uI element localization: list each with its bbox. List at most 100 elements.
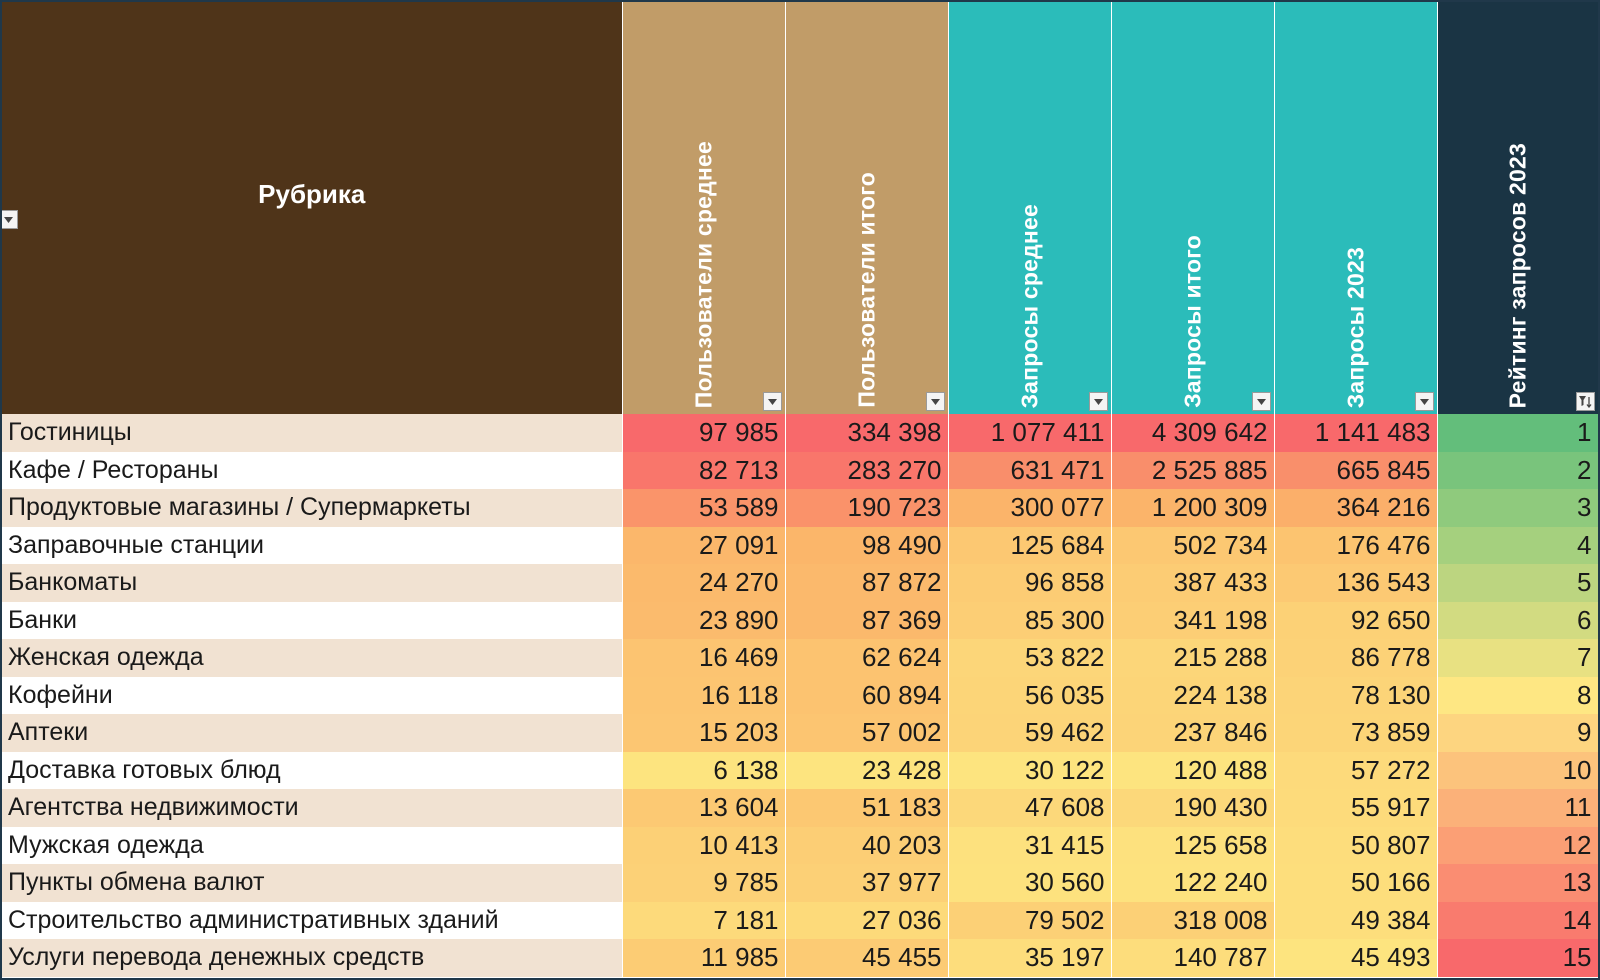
cell-req-avg[interactable]: 96 858: [948, 564, 1112, 602]
cell-req-total[interactable]: 215 288: [1111, 639, 1275, 677]
cell-req-avg[interactable]: 631 471: [948, 451, 1112, 489]
table-row[interactable]: Аптеки 15 203 57 002 59 462 237 846 73 859 9: [2, 714, 1598, 752]
cell-users-total[interactable]: 62 624: [785, 639, 949, 677]
cell-users-avg[interactable]: 7 181: [622, 901, 786, 939]
cell-users-avg[interactable]: 27 091: [622, 526, 786, 564]
cell-req-2023[interactable]: 50 807: [1274, 826, 1438, 864]
cell-rubric[interactable]: Аптеки: [2, 714, 623, 752]
cell-req-avg[interactable]: 56 035: [948, 676, 1112, 714]
cell-rank[interactable]: 1: [1437, 414, 1598, 452]
cell-req-total[interactable]: 2 525 885: [1111, 451, 1275, 489]
cell-req-2023[interactable]: 78 130: [1274, 676, 1438, 714]
cell-users-total[interactable]: 98 490: [785, 526, 949, 564]
cell-users-total[interactable]: 190 723: [785, 489, 949, 527]
cell-users-avg[interactable]: 82 713: [622, 451, 786, 489]
table-row[interactable]: Банкоматы 24 270 87 872 96 858 387 433 136 54…: [2, 564, 1598, 602]
table-row[interactable]: Заправочные станции 27 091 98 490 125 684 50…: [2, 526, 1598, 564]
cell-req-avg[interactable]: 47 608: [948, 789, 1112, 827]
cell-req-2023[interactable]: 49 384: [1274, 901, 1438, 939]
table-row[interactable]: Банки 23 890 87 369 85 300 341 198 92 650 6: [2, 601, 1598, 639]
filter-dropdown-button[interactable]: [1251, 392, 1271, 411]
cell-rubric[interactable]: Кафе / Рестораны: [2, 451, 623, 489]
cell-req-2023[interactable]: 665 845: [1274, 451, 1438, 489]
cell-users-total[interactable]: 37 977: [785, 864, 949, 902]
cell-req-total[interactable]: 140 787: [1111, 939, 1275, 977]
filter-sort-button[interactable]: [1575, 392, 1595, 411]
cell-req-2023[interactable]: 364 216: [1274, 489, 1438, 527]
cell-rank[interactable]: 6: [1437, 601, 1598, 639]
cell-req-2023[interactable]: 50 166: [1274, 864, 1438, 902]
table-row[interactable]: Кафе / Рестораны 82 713 283 270 631 471 2 52…: [2, 451, 1598, 489]
cell-rank[interactable]: 11: [1437, 789, 1598, 827]
cell-users-total[interactable]: 87 369: [785, 601, 949, 639]
cell-req-2023[interactable]: 1 141 483: [1274, 414, 1438, 452]
cell-req-avg[interactable]: 85 300: [948, 601, 1112, 639]
cell-rank[interactable]: 3: [1437, 489, 1598, 527]
cell-req-total[interactable]: 120 488: [1111, 751, 1275, 789]
cell-rank[interactable]: 2: [1437, 451, 1598, 489]
cell-users-avg[interactable]: 9 785: [622, 864, 786, 902]
cell-rubric[interactable]: Доставка готовых блюд: [2, 751, 623, 789]
cell-req-total[interactable]: 387 433: [1111, 564, 1275, 602]
cell-req-avg[interactable]: 79 502: [948, 901, 1112, 939]
cell-rubric[interactable]: Пункты обмена валют: [2, 864, 623, 902]
cell-req-avg[interactable]: 1 077 411: [948, 414, 1112, 452]
cell-rank[interactable]: 10: [1437, 751, 1598, 789]
cell-users-avg[interactable]: 97 985: [622, 414, 786, 452]
cell-rank[interactable]: 12: [1437, 826, 1598, 864]
cell-users-total[interactable]: 87 872: [785, 564, 949, 602]
cell-rubric[interactable]: Женская одежда: [2, 639, 623, 677]
cell-req-2023[interactable]: 86 778: [1274, 639, 1438, 677]
cell-req-total[interactable]: 224 138: [1111, 676, 1275, 714]
cell-rank[interactable]: 5: [1437, 564, 1598, 602]
cell-req-2023[interactable]: 57 272: [1274, 751, 1438, 789]
cell-req-2023[interactable]: 73 859: [1274, 714, 1438, 752]
cell-req-total[interactable]: 122 240: [1111, 864, 1275, 902]
cell-req-total[interactable]: 237 846: [1111, 714, 1275, 752]
filter-dropdown-button[interactable]: [925, 392, 945, 411]
cell-req-avg[interactable]: 59 462: [948, 714, 1112, 752]
cell-rank[interactable]: 15: [1437, 939, 1598, 977]
cell-users-avg[interactable]: 10 413: [622, 826, 786, 864]
cell-req-2023[interactable]: 55 917: [1274, 789, 1438, 827]
cell-rubric[interactable]: Продуктовые магазины / Супермаркеты: [2, 489, 623, 527]
cell-rubric[interactable]: Мужская одежда: [2, 826, 623, 864]
cell-users-avg[interactable]: 16 118: [622, 676, 786, 714]
cell-rubric[interactable]: Банки: [2, 601, 623, 639]
cell-rank[interactable]: 7: [1437, 639, 1598, 677]
cell-req-2023[interactable]: 45 493: [1274, 939, 1438, 977]
cell-rank[interactable]: 9: [1437, 714, 1598, 752]
cell-req-avg[interactable]: 30 560: [948, 864, 1112, 902]
cell-req-avg[interactable]: 125 684: [948, 526, 1112, 564]
cell-users-total[interactable]: 27 036: [785, 901, 949, 939]
cell-req-total[interactable]: 4 309 642: [1111, 414, 1275, 452]
cell-users-total[interactable]: 283 270: [785, 451, 949, 489]
table-row[interactable]: Женская одежда 16 469 62 624 53 822 215 288 8…: [2, 639, 1598, 677]
table-row[interactable]: Продуктовые магазины / Супермаркеты 53 58…: [2, 489, 1598, 527]
cell-rubric[interactable]: Строительство административных зданий: [2, 901, 623, 939]
filter-dropdown-button[interactable]: [2, 210, 18, 229]
table-row[interactable]: Доставка готовых блюд 6 138 23 428 30 122 12…: [2, 751, 1598, 789]
cell-req-avg[interactable]: 30 122: [948, 751, 1112, 789]
filter-dropdown-button[interactable]: [762, 392, 782, 411]
cell-users-avg[interactable]: 16 469: [622, 639, 786, 677]
cell-users-total[interactable]: 60 894: [785, 676, 949, 714]
cell-rank[interactable]: 13: [1437, 864, 1598, 902]
cell-users-avg[interactable]: 24 270: [622, 564, 786, 602]
cell-req-total[interactable]: 125 658: [1111, 826, 1275, 864]
cell-req-2023[interactable]: 176 476: [1274, 526, 1438, 564]
cell-rank[interactable]: 14: [1437, 901, 1598, 939]
cell-req-avg[interactable]: 53 822: [948, 639, 1112, 677]
cell-rank[interactable]: 8: [1437, 676, 1598, 714]
cell-users-total[interactable]: 45 455: [785, 939, 949, 977]
cell-rubric[interactable]: Банкоматы: [2, 564, 623, 602]
cell-req-total[interactable]: 341 198: [1111, 601, 1275, 639]
cell-users-total[interactable]: 23 428: [785, 751, 949, 789]
cell-req-total[interactable]: 1 200 309: [1111, 489, 1275, 527]
cell-req-total[interactable]: 190 430: [1111, 789, 1275, 827]
cell-rubric[interactable]: Заправочные станции: [2, 526, 623, 564]
cell-req-avg[interactable]: 300 077: [948, 489, 1112, 527]
filter-dropdown-button[interactable]: [1088, 392, 1108, 411]
cell-req-avg[interactable]: 31 415: [948, 826, 1112, 864]
cell-users-total[interactable]: 51 183: [785, 789, 949, 827]
